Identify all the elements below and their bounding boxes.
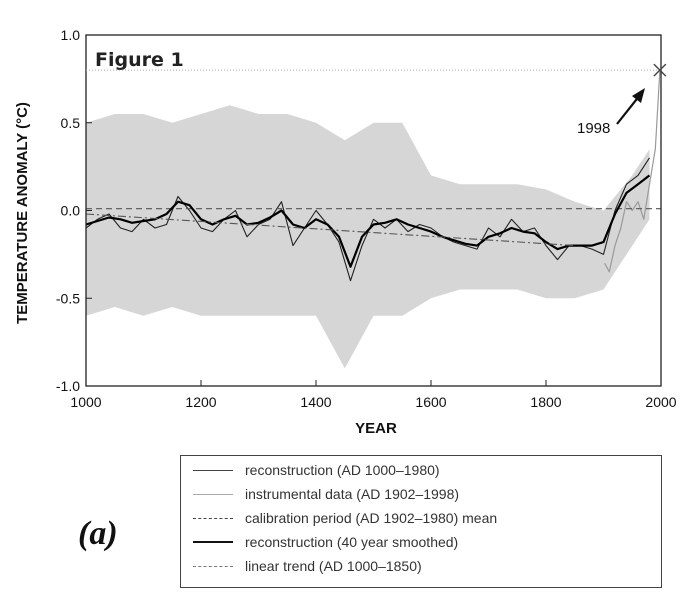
annotation-arrowhead (632, 88, 645, 103)
y-axis-title: TEMPERATURE ANOMALY (°C) (14, 102, 31, 324)
annotation-1998: 1998 (577, 120, 610, 137)
series-line-4 (85, 213, 575, 247)
legend-swatch (193, 517, 233, 519)
x-tick-label-4: 1800 (530, 394, 561, 410)
tick-layer (85, 34, 662, 387)
legend-item: calibration period (AD 1902–1980) mean (181, 508, 497, 528)
legend-label: instrumental data (AD 1902–1998) (245, 486, 460, 502)
x-tick-label-5: 2000 (645, 394, 676, 410)
x-tick-label-0: 1000 (70, 394, 101, 410)
y-tick-label-4: -1.0 (56, 378, 80, 394)
label-layer: 1000 1200 1400 1600 1800 2000 1.0 0.5 0.0 -0.5 -1.… (56, 27, 677, 410)
y-tick-label-0: 1.0 (61, 27, 81, 43)
series-layer (85, 70, 661, 282)
uncertainty-band-layer (86, 105, 650, 369)
legend: reconstruction (AD 1000–1980) instrumenta… (180, 455, 662, 588)
legend-label: reconstruction (40 year smoothed) (245, 534, 459, 550)
x-tick-label-2: 1400 (300, 394, 331, 410)
legend-label: linear trend (AD 1000–1850) (245, 558, 422, 574)
legend-label: calibration period (AD 1902–1980) mean (245, 510, 498, 526)
annotation-arrow-shaft (616, 94, 641, 125)
legend-swatch (193, 565, 233, 567)
legend-swatch (193, 469, 233, 471)
panel-label: (a) (78, 515, 118, 552)
temperature-chart: 1000 1200 1400 1600 1800 2000 1.0 0.5 0.0 -0.5 -1.… (14, 27, 677, 437)
series-line-0 (85, 157, 650, 282)
legend-swatch (193, 493, 233, 495)
series-line-1 (604, 70, 661, 273)
figure-label: Figure 1 (95, 49, 184, 71)
x-tick-label-3: 1600 (415, 394, 446, 410)
y-tick-label-2: 0.0 (61, 203, 81, 219)
legend-item: linear trend (AD 1000–1850) (181, 556, 422, 576)
uncertainty-band (86, 105, 650, 369)
legend-swatch (193, 541, 233, 543)
x-tick-label-1: 1200 (185, 394, 216, 410)
y-tick-label-3: -0.5 (56, 290, 80, 306)
x-axis-title: YEAR (355, 420, 397, 437)
legend-item: instrumental data (AD 1902–1998) (181, 484, 459, 504)
y-tick-label-1: 0.5 (61, 115, 81, 131)
peak-marker-b (653, 63, 667, 77)
legend-label: reconstruction (AD 1000–1980) (245, 462, 440, 478)
legend-item: reconstruction (AD 1000–1980) (181, 460, 440, 480)
legend-item: reconstruction (40 year smoothed) (181, 532, 458, 552)
series-line-3 (85, 174, 651, 268)
annotation-arrow (86, 63, 667, 125)
